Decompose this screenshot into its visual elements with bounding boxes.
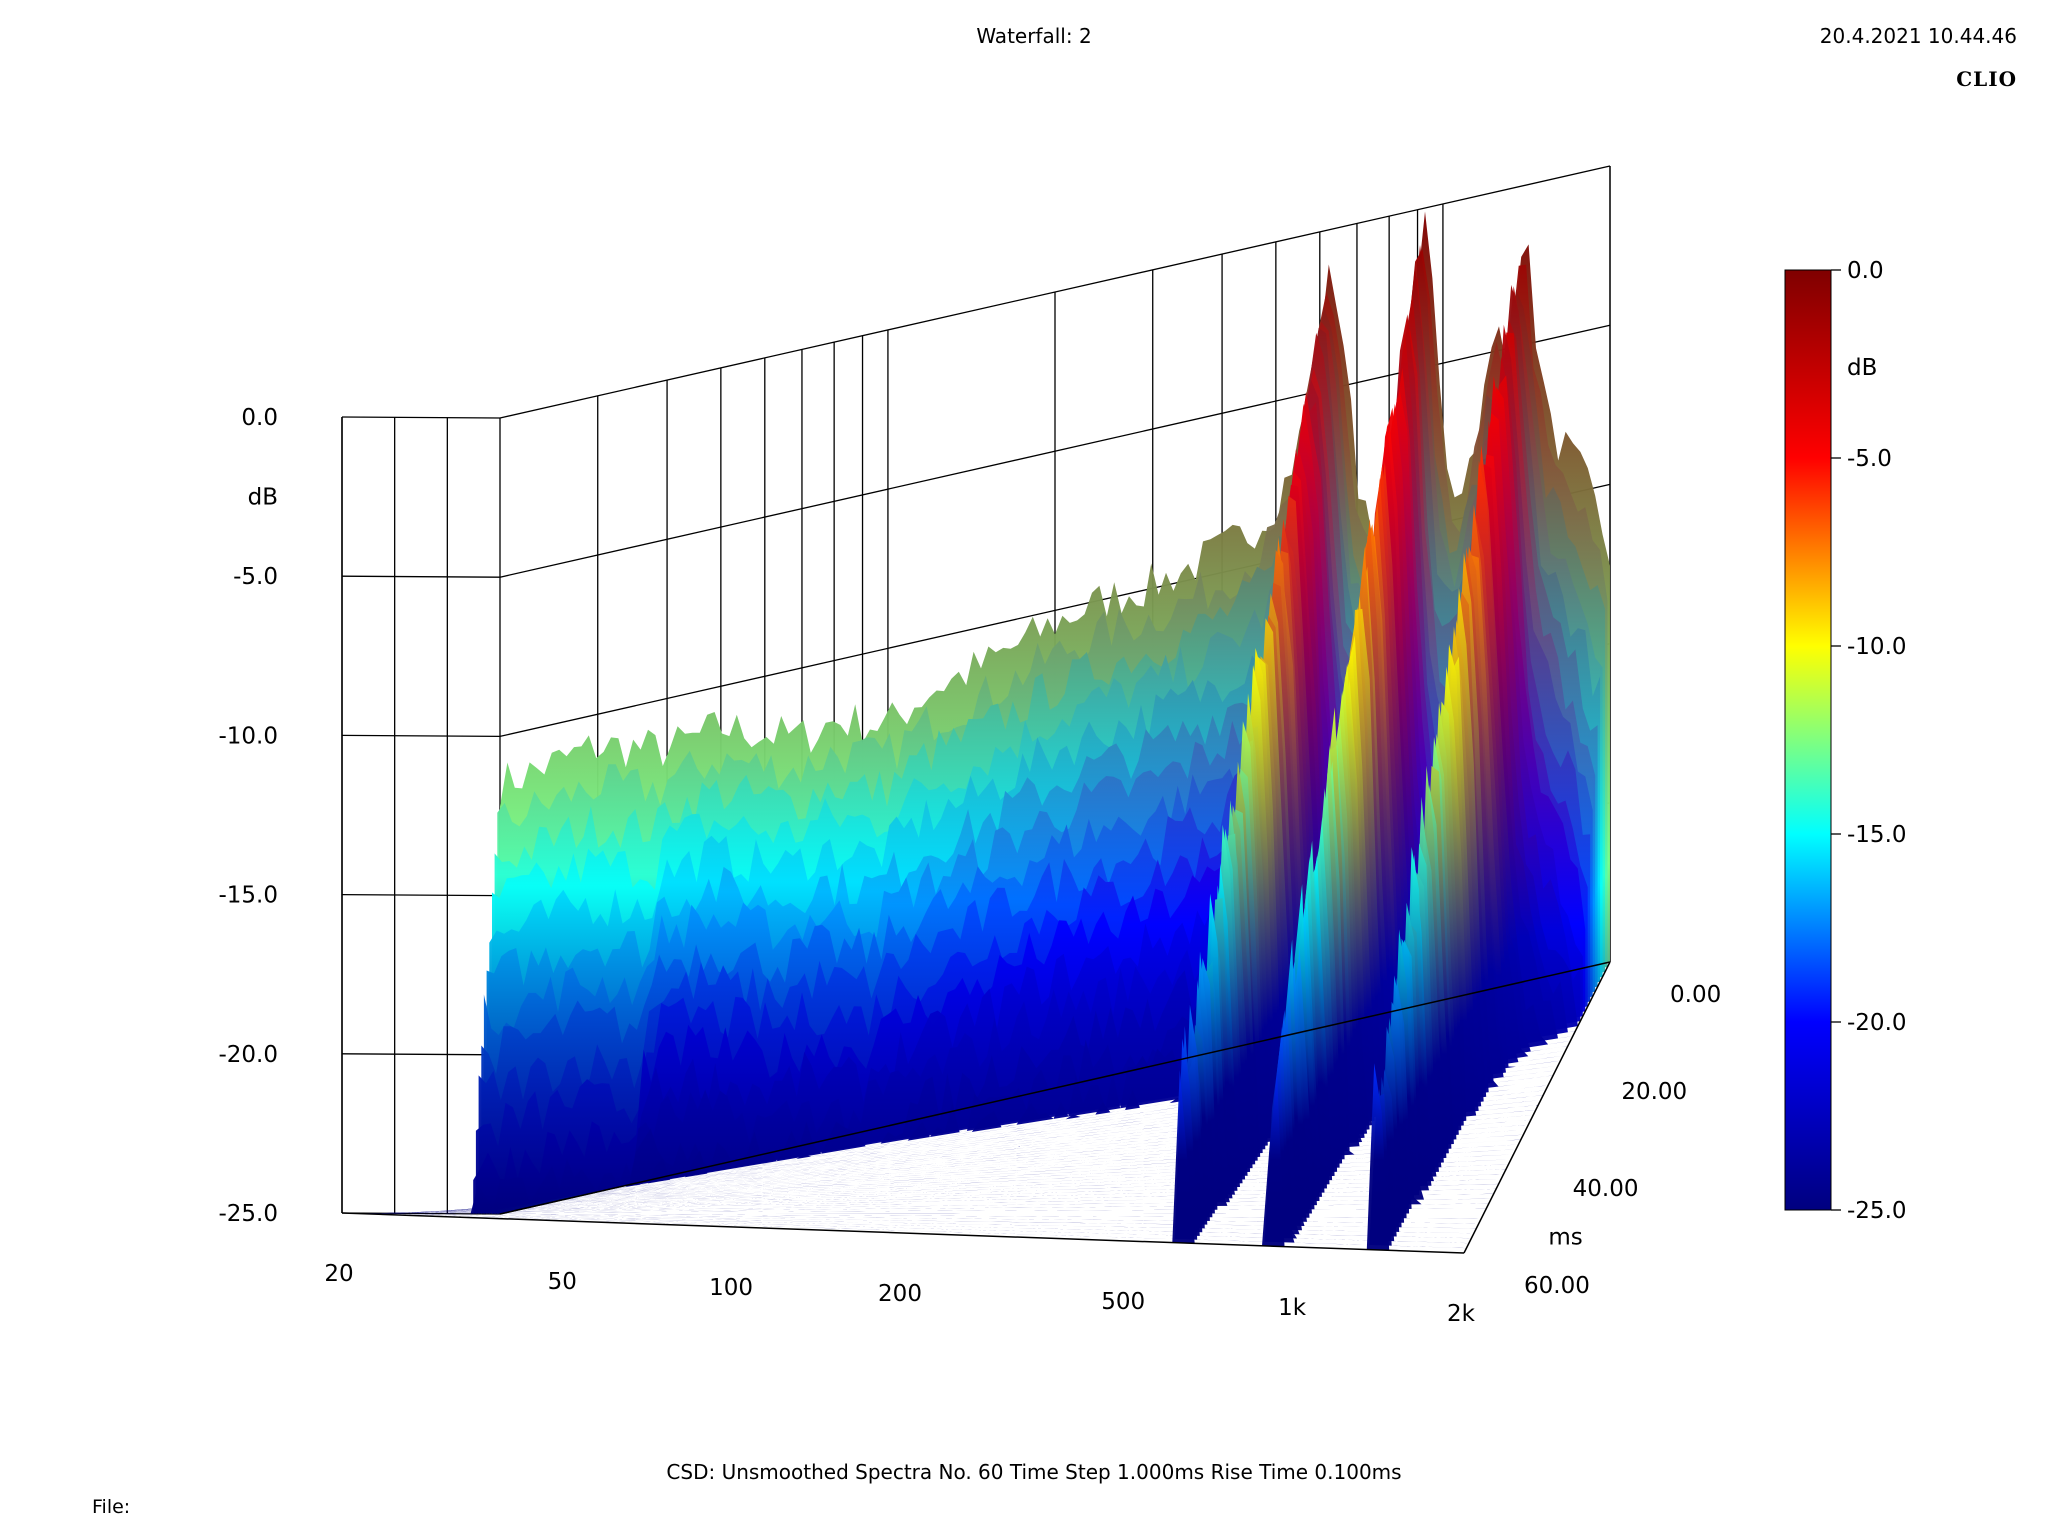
x-tick-label: 100 xyxy=(709,1275,753,1301)
back-floor-edge xyxy=(499,961,1611,1215)
left-wall-gridline xyxy=(341,575,501,578)
left-wall-gridline xyxy=(341,734,501,738)
x-tick-label: 2k xyxy=(1447,1301,1476,1327)
t-tick-label: 20.00 xyxy=(1621,1079,1687,1105)
colorbar-tick-label: -10.0 xyxy=(1847,634,1907,660)
colorbar-tick-label: -25.0 xyxy=(1847,1198,1907,1224)
t-tick-label: 40.00 xyxy=(1573,1176,1639,1202)
colorbar-tick-label: 0.0 xyxy=(1847,258,1884,284)
z-tick-label: -20.0 xyxy=(218,1042,278,1068)
t-tick-label: 60.00 xyxy=(1524,1273,1590,1299)
colorbar-tick-label: -5.0 xyxy=(1847,446,1892,472)
z-tick-label: -15.0 xyxy=(218,883,278,909)
x-tick-label: 500 xyxy=(1101,1289,1145,1315)
colorbar-unit-label: dB xyxy=(1847,355,1877,381)
spectrum-slice xyxy=(342,1063,1464,1253)
z-tick-label: -25.0 xyxy=(218,1201,278,1227)
z-tick-label: -5.0 xyxy=(233,564,278,590)
file-label: File: xyxy=(92,1496,131,1518)
z-tick-label: 0.0 xyxy=(241,405,278,431)
z-tick-label: -10.0 xyxy=(218,723,278,749)
front-floor-edge xyxy=(341,1212,1465,1254)
x-tick-label: 200 xyxy=(878,1281,922,1307)
x-tick-label: 50 xyxy=(548,1269,577,1295)
left-wall-gridline xyxy=(341,416,501,419)
chart-title: Waterfall: 2 xyxy=(976,24,1092,48)
colorbar xyxy=(1784,269,1832,1211)
left-wall-gridline xyxy=(341,1053,501,1056)
measurement-info: CSD: Unsmoothed Spectra No. 60 Time Step… xyxy=(666,1460,1402,1484)
timestamp: 20.4.2021 10.44.46 xyxy=(1819,24,2017,48)
colorbar-tick-label: -20.0 xyxy=(1847,1010,1907,1036)
t-tick-label: 0.00 xyxy=(1670,982,1721,1008)
x-tick-label: 1k xyxy=(1278,1295,1307,1321)
x-tick-label: 20 xyxy=(324,1261,353,1287)
right-floor-edge xyxy=(1463,961,1611,1254)
brand-label: CLIO xyxy=(1956,67,2017,91)
z-axis-label: dB xyxy=(248,485,278,511)
t-axis-label: ms xyxy=(1548,1225,1582,1251)
left-wall-gridline xyxy=(341,893,501,897)
colorbar-tick-label: -15.0 xyxy=(1847,822,1907,848)
